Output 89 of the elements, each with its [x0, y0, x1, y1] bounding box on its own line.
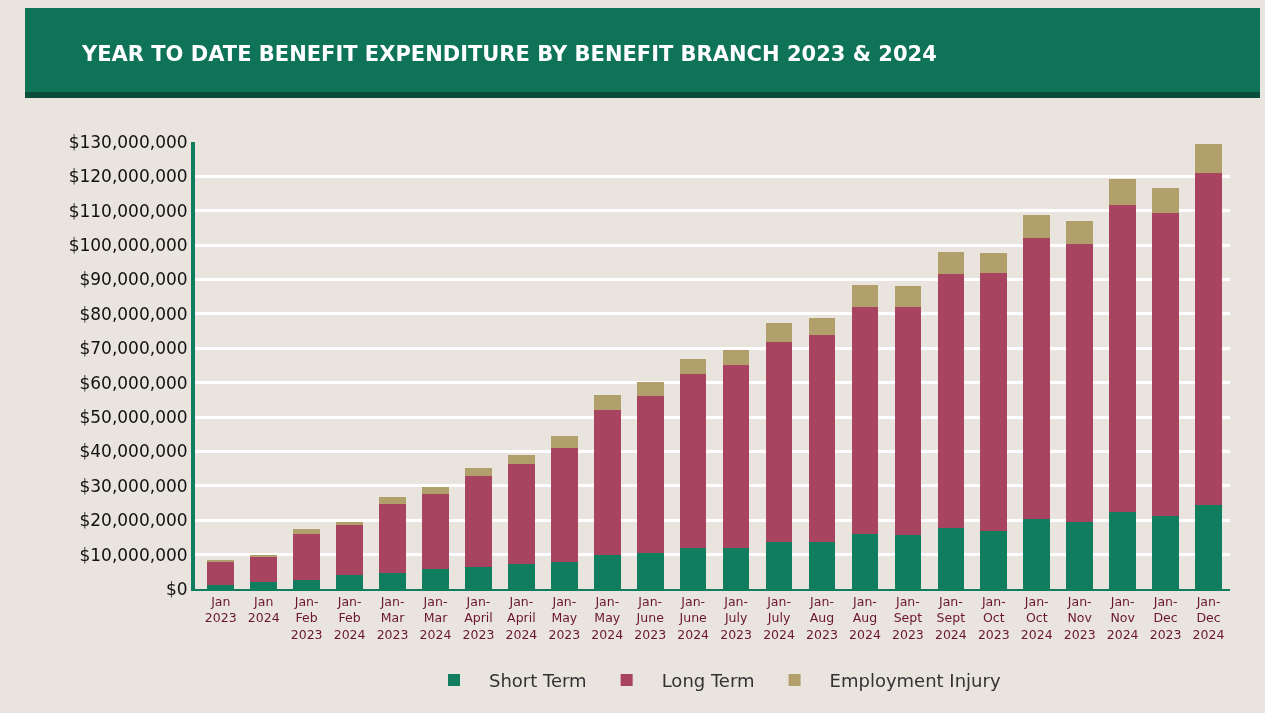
y-tick-label: $90,000,000	[79, 269, 188, 290]
bar	[1152, 188, 1179, 214]
bar	[937, 274, 965, 529]
x-tick-label: Jan 2024	[247, 594, 280, 626]
bar	[508, 464, 535, 564]
bar	[465, 476, 492, 568]
bar	[1109, 179, 1136, 205]
y-tick-label: $10,000,000	[79, 544, 188, 565]
x-tick-label: Jan-June 2024	[677, 594, 710, 642]
x-tick-label: Jan-July 2023	[720, 594, 753, 642]
legend-label: Long Term	[661, 669, 755, 691]
bar	[851, 307, 879, 535]
x-tick-label: Jan-Oct 2023	[977, 594, 1010, 642]
x-tick-label: Jan-Nov 2023	[1063, 594, 1096, 642]
bar	[722, 350, 750, 366]
bar	[1066, 220, 1093, 245]
bar	[1023, 214, 1051, 238]
y-tick-label: $20,000,000	[79, 510, 188, 531]
y-tick-label: $0	[165, 578, 188, 599]
bar	[379, 504, 406, 574]
x-tick-label: Jan-Dec 2024	[1192, 594, 1225, 642]
bar	[765, 323, 793, 343]
y-tick-label: $120,000,000	[68, 166, 188, 187]
bar	[765, 342, 793, 542]
bar	[980, 253, 1008, 274]
bar	[679, 373, 707, 548]
bar	[551, 435, 578, 448]
bar	[207, 560, 235, 563]
x-tick-label: Jan-Aug 2024	[849, 594, 881, 642]
bar	[465, 467, 492, 477]
bar	[851, 284, 879, 308]
bar	[250, 556, 278, 583]
x-tick-label: Jan-Aug 2023	[806, 594, 838, 642]
bar	[1109, 204, 1136, 512]
bar	[422, 494, 449, 570]
x-tick-label: Jan-Sept 2024	[934, 594, 967, 642]
y-tick-label: $110,000,000	[68, 200, 188, 221]
bar	[336, 525, 363, 576]
chart-title: YEAR TO DATE BENEFIT EXPENDITURE BY BENEFIT BRANCH 2023 & 2024	[25, 8, 1260, 98]
bar	[1066, 244, 1093, 523]
bar	[894, 286, 922, 308]
bar	[1195, 172, 1222, 505]
bar	[207, 562, 235, 585]
bar	[508, 454, 535, 465]
legend-label: Employment Injury	[829, 669, 1001, 691]
x-tick-label: Jan-Nov 2024	[1106, 594, 1139, 642]
x-tick-label: Jan-April 2023	[462, 594, 495, 642]
y-tick-label: $50,000,000	[79, 407, 188, 428]
x-tick-label: Jan-Dec 2023	[1149, 594, 1182, 642]
bar	[1195, 144, 1222, 173]
y-tick-label: $40,000,000	[79, 441, 188, 462]
x-tick-label: Jan-July 2024	[763, 594, 796, 642]
bar	[379, 497, 406, 505]
bar	[894, 307, 922, 536]
bar	[679, 359, 707, 374]
x-tick-label: Jan-June 2023	[634, 594, 667, 642]
x-tick-label: Jan-April 2024	[505, 594, 538, 642]
bar	[293, 534, 320, 581]
x-tick-label: Jan-Mar 2024	[419, 594, 452, 642]
bar	[980, 273, 1008, 531]
bar	[808, 335, 836, 542]
y-tick-label: $130,000,000	[68, 131, 188, 152]
y-tick-label: $100,000,000	[68, 235, 188, 256]
x-tick-label: Jan-May 2023	[548, 594, 581, 642]
y-tick-label: $80,000,000	[79, 303, 188, 324]
x-tick-label: Jan-Sept 2023	[891, 594, 924, 642]
x-tick-label: Jan-Mar 2023	[376, 594, 409, 642]
x-tick-label: Jan-Oct 2024	[1020, 594, 1053, 642]
y-tick-label: $60,000,000	[79, 372, 188, 393]
bar	[593, 394, 621, 410]
y-tick-label: $30,000,000	[79, 475, 188, 496]
legend-label: Short Term	[489, 669, 587, 691]
bar	[1152, 213, 1179, 517]
x-tick-label: Jan-Feb 2023	[290, 594, 323, 642]
bar	[593, 409, 621, 556]
bar	[551, 447, 578, 562]
bar	[636, 396, 664, 553]
x-tick-label: Jan-Feb 2024	[333, 594, 366, 642]
bar	[336, 522, 363, 526]
bar	[293, 528, 320, 535]
bar	[808, 317, 836, 336]
bar	[937, 252, 965, 275]
bar	[722, 365, 750, 549]
y-tick-label: $70,000,000	[79, 338, 188, 359]
x-tick-label: Jan-May 2024	[591, 594, 624, 642]
bar	[636, 381, 664, 397]
x-tick-label: Jan 2023	[204, 594, 237, 626]
bar	[1023, 237, 1051, 520]
bar	[422, 486, 449, 495]
